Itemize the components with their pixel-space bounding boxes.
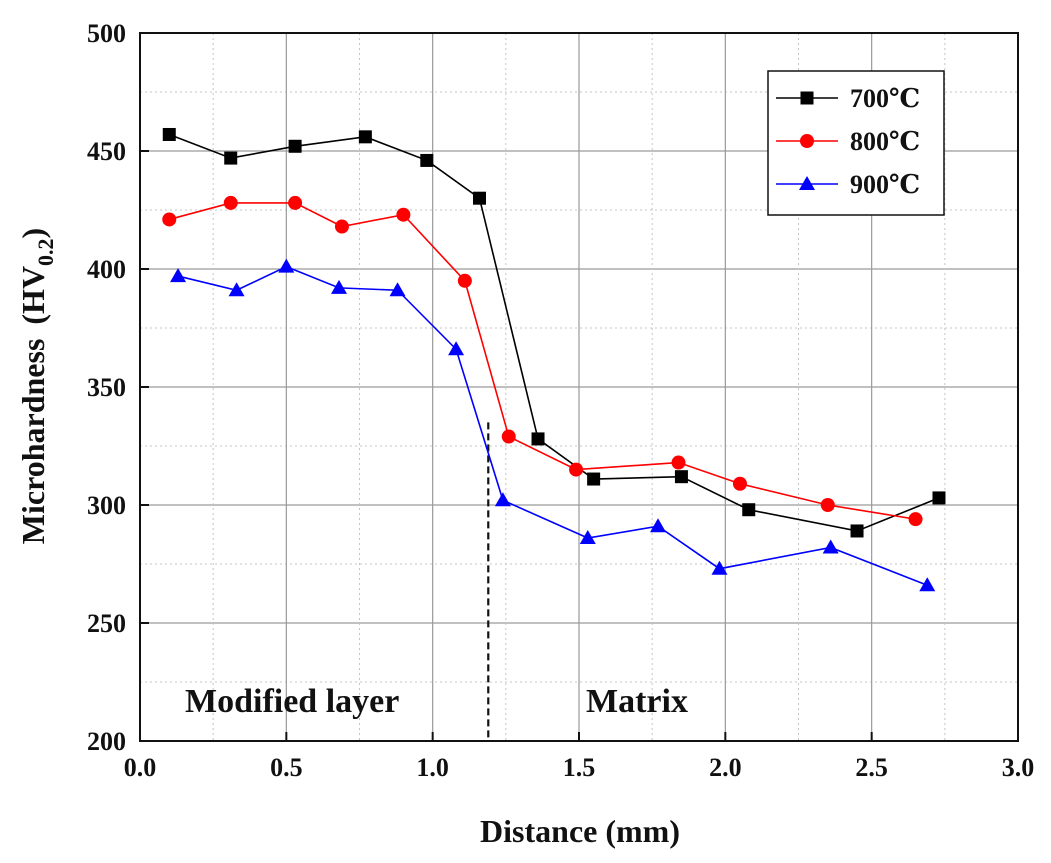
data-point [224,151,238,165]
ticks: 0.0 0.5 1.0 1.5 2.0 2.5 3.0 200 250 300 350 400 450 5… [87,19,1034,782]
y-tick-label: 400 [87,255,126,284]
data-point [472,191,486,205]
data-point [732,476,747,491]
data-point [448,341,465,356]
legend-marker [799,176,815,190]
legend-label: 700℃ [850,84,920,113]
data-point [822,539,839,554]
y-axis-title-main: Microhardness [15,339,51,545]
data-point [711,560,728,575]
data-point [288,195,303,210]
data-point [908,512,923,527]
y-axis-title-unit: (HV [15,266,51,325]
data-point [228,282,245,297]
data-point [358,130,372,144]
data-point [288,139,302,153]
data-point [850,524,864,538]
data-point [162,212,177,227]
y-tick-label: 300 [87,491,126,520]
x-tick-label: 2.5 [855,753,888,782]
series-line [168,133,940,532]
data-point [170,268,187,283]
data-point [420,153,434,167]
data-point [579,530,596,545]
legend-label: 900℃ [850,170,920,199]
data-point [674,470,688,484]
data-point [494,492,511,507]
data-point [671,455,686,470]
series-layer [162,127,946,592]
legend-marker [800,91,814,105]
y-axis-title: Microhardness (HV0.2) [15,228,58,544]
annotation-modified-layer: Modified layer [185,683,399,720]
y-tick-label: 200 [87,727,126,756]
legend-marker [800,134,814,148]
data-point [457,273,472,288]
legend: 700℃ 800℃ 900℃ [767,70,945,216]
x-tick-label: 1.0 [416,753,449,782]
y-tick-label: 500 [87,19,126,48]
x-tick-label: 2.0 [709,753,742,782]
data-point [389,282,406,297]
data-point [587,472,601,486]
series-1 [162,195,923,527]
y-tick-label: 350 [87,373,126,402]
x-axis-title: Distance (mm) [480,813,680,849]
x-tick-label: 3.0 [1002,753,1035,782]
series-line [169,202,916,520]
data-point [569,462,584,477]
data-point [742,503,756,517]
data-point [223,195,238,210]
legend-label: 800℃ [850,127,920,156]
data-point [278,258,295,273]
data-point [650,518,667,533]
x-tick-label: 0.0 [124,753,157,782]
legend-box [767,70,945,216]
series-2 [170,258,936,592]
y-tick-label: 450 [87,137,126,166]
data-point [932,491,946,505]
data-point [331,279,348,294]
data-point [919,577,936,592]
x-tick-label: 0.5 [270,753,303,782]
y-axis-title-close: ) [15,228,51,239]
y-tick-label: 250 [87,609,126,638]
series-line [177,265,928,586]
data-point [162,127,176,141]
data-point [396,207,411,222]
data-point [531,432,545,446]
y-axis-title-subscript: 0.2 [33,238,58,266]
annotation-matrix: Matrix [586,683,688,720]
data-point [334,219,349,234]
x-tick-label: 1.5 [563,753,596,782]
data-point [501,429,516,444]
series-0 [162,127,946,538]
data-point [820,498,835,512]
